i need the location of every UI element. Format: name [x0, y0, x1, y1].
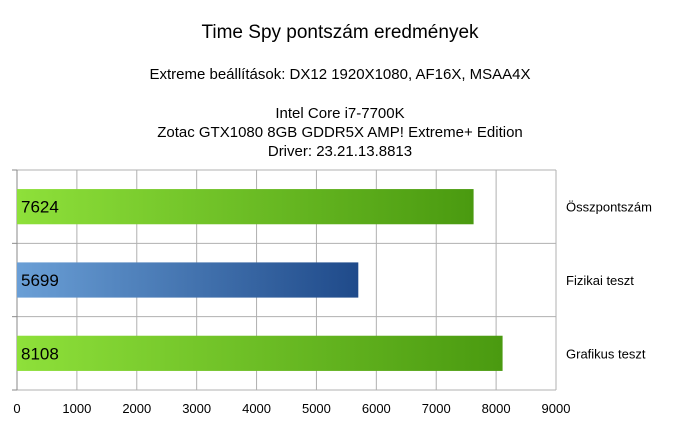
category-label: Összpontszám [566, 200, 652, 215]
gpu-line: Zotac GTX1080 8GB GDDR5X AMP! Extreme+ E… [157, 124, 523, 141]
x-tick-label: 3000 [182, 401, 211, 416]
x-tick-label: 2000 [122, 401, 151, 416]
category-labels: Összpontszám Fizikai teszt Grafikus teszt [566, 200, 652, 362]
x-tick-label: 7000 [422, 401, 451, 416]
x-tick-label: 6000 [362, 401, 391, 416]
bar [17, 189, 474, 225]
chart-subtitle-block: Intel Core i7-7700K Zotac GTX1080 8GB GD… [0, 104, 680, 161]
bar-value-label: 5699 [21, 271, 59, 290]
axes [12, 169, 18, 391]
bar-value-label: 8108 [21, 344, 59, 363]
x-tick-label: 1000 [62, 401, 91, 416]
x-tick-label: 4000 [242, 401, 271, 416]
x-tick-labels: 0 1000 2000 3000 4000 5000 6000 7000 8000 9000 [13, 401, 570, 416]
category-label: Grafikus teszt [566, 346, 646, 361]
bar [17, 335, 503, 371]
x-tick-label: 9000 [542, 401, 571, 416]
bar-value-label: 7624 [21, 198, 59, 217]
bar [17, 262, 359, 298]
x-tick-label: 8000 [482, 401, 511, 416]
bars: 7624 5699 8108 [17, 189, 503, 371]
chart-subtitle: Extreme beállítások: DX12 1920X1080, AF1… [149, 66, 531, 83]
driver-line: Driver: 23.21.13.8813 [267, 143, 413, 160]
cpu-line: Intel Core i7-7700K [275, 105, 405, 122]
chart-title: Time Spy pontszám eredmények [201, 22, 479, 43]
x-tick-label: 0 [13, 401, 20, 416]
category-label: Fizikai teszt [566, 273, 634, 288]
x-tick-label: 5000 [302, 401, 331, 416]
